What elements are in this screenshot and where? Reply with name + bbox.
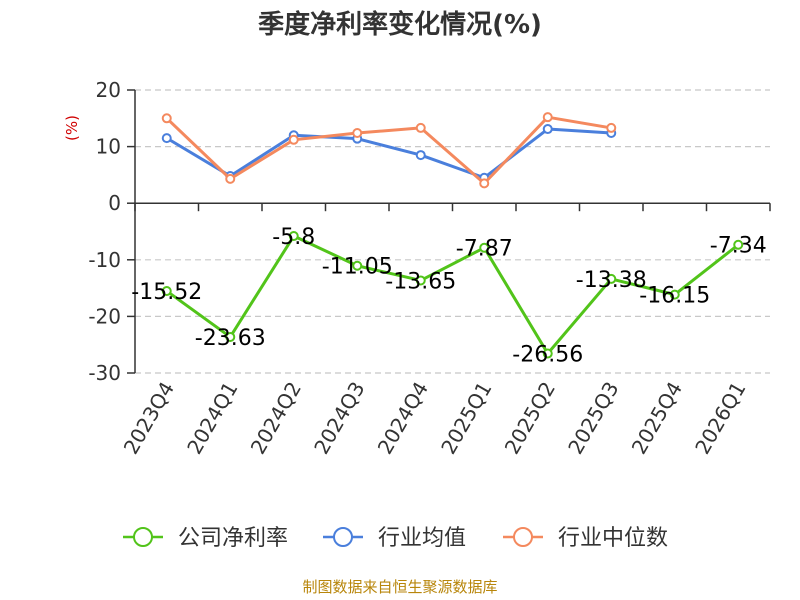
- series-layer: [161, 112, 744, 359]
- data-point: [415, 275, 426, 286]
- data-point: [415, 122, 426, 133]
- data-label: -7.87: [456, 237, 513, 262]
- data-point: [479, 242, 490, 253]
- y-axis-label: (%): [63, 115, 81, 141]
- data-label: -15.52: [131, 280, 202, 305]
- grid-lines: [135, 89, 770, 374]
- data-point: [606, 273, 617, 284]
- data-point: [542, 112, 553, 123]
- x-tick-label: 2024Q3: [309, 378, 369, 459]
- x-tick-label: 2024Q2: [246, 378, 306, 459]
- data-label: -23.63: [195, 326, 266, 351]
- legend-swatch-marker: [333, 527, 353, 547]
- data-point: [733, 239, 744, 250]
- data-label: -26.56: [512, 343, 583, 368]
- legend-label: 公司净利率: [178, 526, 288, 551]
- data-point: [479, 178, 490, 189]
- y-tick-label: -30: [88, 361, 121, 385]
- y-tick-label: -10: [88, 248, 121, 272]
- legend-label: 行业均值: [378, 526, 466, 551]
- y-tick-label: -20: [88, 304, 121, 328]
- data-label: -7.34: [710, 234, 767, 259]
- data-point: [288, 134, 299, 145]
- y-tick-label: 20: [96, 78, 121, 102]
- source-note: 制图数据来自恒生聚源数据库: [302, 578, 497, 596]
- data-point: [606, 122, 617, 133]
- data-label: -16.15: [639, 284, 710, 309]
- data-label: -13.65: [385, 269, 456, 294]
- data-point: [161, 133, 172, 144]
- series-line: [165, 127, 612, 180]
- x-tick-label: 2025Q3: [563, 378, 623, 459]
- x-tick-label: 2024Q1: [182, 378, 242, 459]
- y-tick-label: 10: [96, 135, 121, 159]
- x-tick-label: 2025Q1: [436, 378, 496, 459]
- x-tick-label: 2023Q4: [119, 378, 179, 459]
- series-line: [165, 234, 740, 356]
- data-point: [225, 331, 236, 342]
- y-tick-label: 0: [108, 191, 121, 215]
- data-point: [415, 150, 426, 161]
- data-point: [669, 289, 680, 300]
- data-label: -5.8: [272, 225, 315, 250]
- data-point: [542, 124, 553, 135]
- legend-label: 行业中位数: [558, 526, 668, 551]
- data-label: -11.05: [322, 255, 393, 280]
- x-tick-label: 2024Q4: [373, 378, 433, 459]
- data-point: [288, 231, 299, 242]
- data-label: -13.38: [576, 268, 647, 293]
- data-point: [352, 260, 363, 271]
- data-point: [161, 286, 172, 297]
- legend-swatch-marker: [133, 527, 153, 547]
- x-tick-label: 2025Q4: [627, 378, 687, 459]
- legend-swatch-marker: [513, 527, 533, 547]
- data-point: [542, 348, 553, 359]
- data-point: [225, 173, 236, 184]
- x-tick-label: 2025Q2: [500, 378, 560, 459]
- x-tick-label: 2026Q1: [690, 378, 750, 459]
- data-labels: -15.52 -23.63 -5.8 -11.05-13.65-7.87 -26.56 -…: [131, 225, 766, 368]
- legend: 公司净利率 行业均值 行业中位数: [123, 526, 668, 551]
- series-line: [165, 115, 612, 185]
- chart-title: 季度净利率变化情况(%): [258, 9, 542, 40]
- data-point: [161, 113, 172, 124]
- data-point: [352, 128, 363, 139]
